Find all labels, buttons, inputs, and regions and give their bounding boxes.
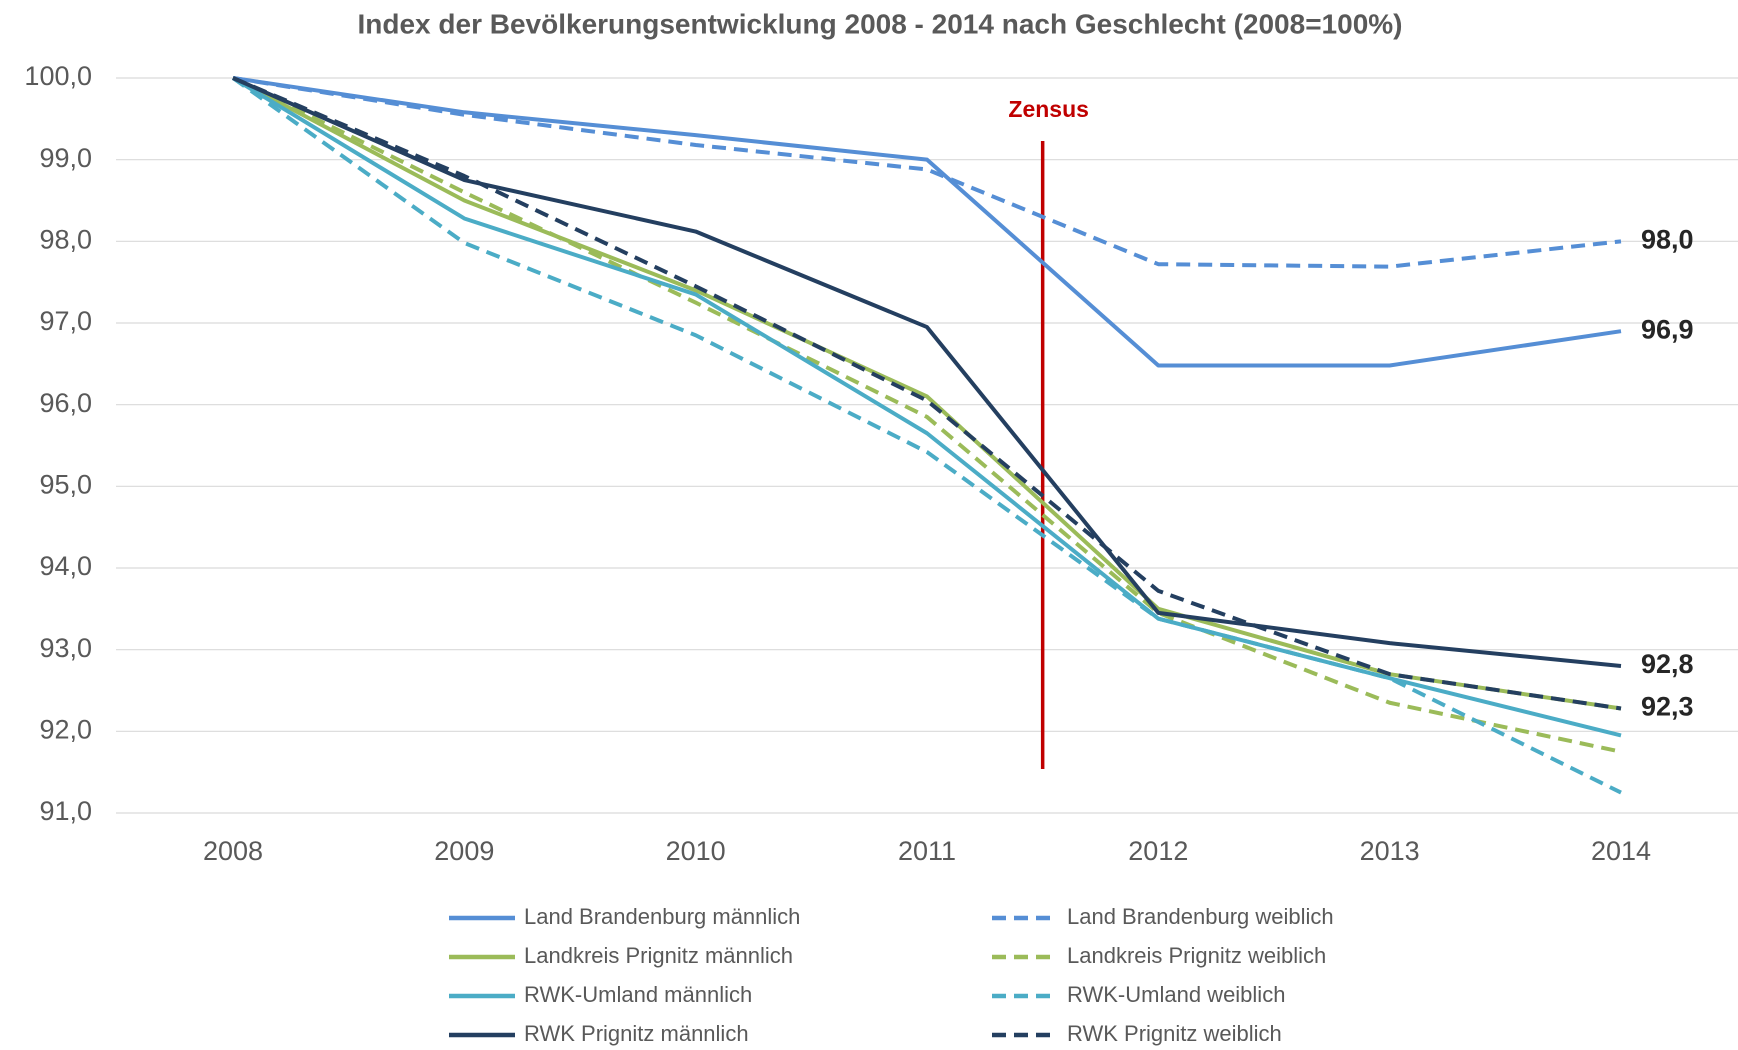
value-label: 98,0 — [1641, 224, 1694, 254]
zensus-label: Zensus — [1008, 96, 1089, 122]
legend-label: Landkreis Prignitz weiblich — [1067, 943, 1326, 968]
series-line — [232, 76, 1622, 711]
series-line — [231, 76, 1622, 795]
y-tick-label: 99,0 — [39, 143, 92, 173]
y-tick-label: 93,0 — [39, 633, 92, 663]
y-tick-label: 92,0 — [39, 714, 92, 744]
series-line — [231, 76, 1622, 738]
y-tick-label: 91,0 — [39, 796, 92, 826]
x-tick-label: 2014 — [1591, 836, 1651, 866]
series-line — [232, 76, 1622, 754]
legend-label: RWK Prignitz männlich — [524, 1021, 749, 1046]
x-tick-label: 2012 — [1128, 836, 1188, 866]
series-line — [232, 76, 1622, 668]
series-line — [232, 76, 1622, 368]
value-label: 92,3 — [1641, 692, 1694, 722]
legend-label: RWK Prignitz weiblich — [1067, 1021, 1282, 1046]
x-tick-label: 2010 — [666, 836, 726, 866]
y-tick-label: 97,0 — [39, 306, 92, 336]
x-tick-label: 2009 — [434, 836, 494, 866]
legend-label: RWK-Umland weiblich — [1067, 982, 1285, 1007]
legend-label: RWK-Umland männlich — [524, 982, 752, 1007]
chart-title: Index der Bevölkerungsentwicklung 2008 -… — [357, 8, 1402, 39]
y-tick-label: 94,0 — [39, 551, 92, 581]
legend-label: Land Brandenburg weiblich — [1067, 904, 1334, 929]
y-tick-label: 98,0 — [39, 224, 92, 254]
value-label: 96,9 — [1641, 314, 1694, 344]
x-tick-label: 2011 — [898, 836, 956, 866]
x-tick-label: 2008 — [203, 836, 263, 866]
y-tick-label: 96,0 — [39, 388, 92, 418]
series-line — [232, 76, 1622, 711]
series-line — [232, 76, 1622, 269]
y-tick-label: 100,0 — [24, 61, 92, 91]
legend-label: Landkreis Prignitz männlich — [524, 943, 793, 968]
y-tick-label: 95,0 — [39, 469, 92, 499]
x-tick-label: 2013 — [1360, 836, 1420, 866]
legend-label: Land Brandenburg männlich — [524, 904, 800, 929]
value-label: 92,8 — [1641, 649, 1694, 679]
